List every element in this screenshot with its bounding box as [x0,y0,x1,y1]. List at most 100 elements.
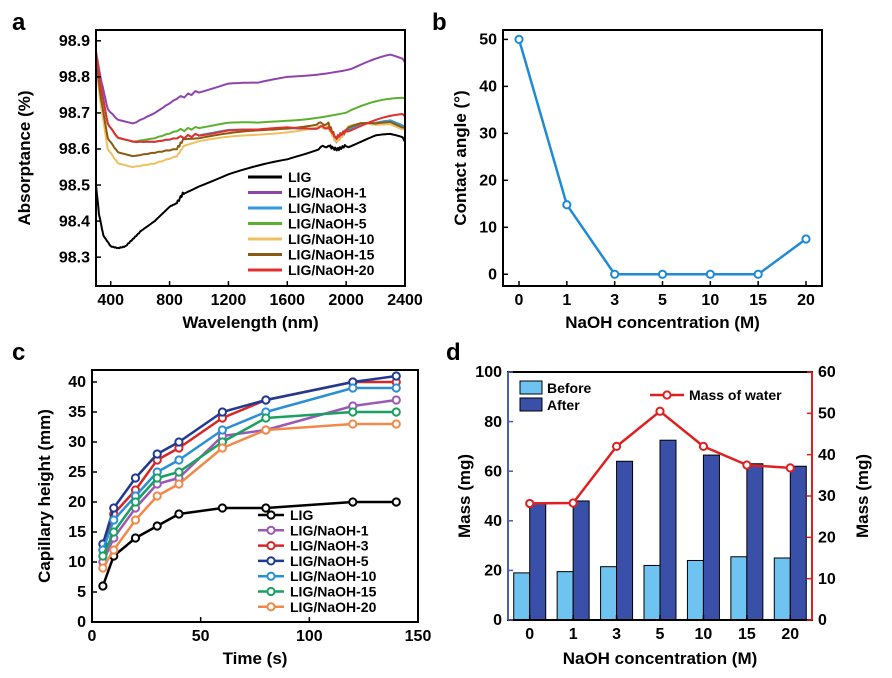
x-tick-label: 20 [781,626,799,643]
panel-label-b: b [432,9,447,36]
data-point [152,521,162,531]
y-tick-label: 30 [479,126,497,143]
data-point [391,371,401,381]
y-tick-label: 20 [484,563,502,580]
data-point [109,545,119,555]
x-tick-label: 2400 [387,292,423,309]
x-tick-label: 3 [610,292,619,309]
x-tick-label: 3 [612,626,621,643]
data-point [391,497,401,507]
bar-before [643,564,661,621]
x-axis-title: NaOH concentration (M) [563,649,758,668]
x-tick-label: 50 [192,628,210,645]
y-tick-label: 100 [475,364,502,381]
x-tick-label: 400 [97,292,124,309]
y-tick-label: 10 [68,554,86,571]
data-point [98,563,108,573]
series-line [517,39,807,276]
y-tick-label: 35 [68,404,86,421]
y-tick-label: 50 [479,32,497,49]
data-point [152,473,162,483]
data-point [109,515,119,525]
legend-marker [266,556,276,566]
data-point [391,407,401,417]
x-tick-label: 2000 [328,292,364,309]
data-point [348,497,358,507]
legend-marker [266,602,276,612]
x-tick-label: 1 [562,292,571,309]
panel-label-c: c [12,339,25,366]
y-axis-title: Contact angle (°) [451,90,470,225]
data-point [130,515,141,525]
panel-b-chart: 0 1 3 5 10 15 20 0 10 20 30 40 50 NaOH concentration … [451,29,823,332]
data-point [705,269,715,279]
legend-marker [266,525,276,535]
y-tick-label: 98.4 [59,213,90,230]
data-point [130,497,141,507]
panel-a-chart: 400 800 1200 1600 2000 2400 98.3 98.4 98.5 98.6 98… [15,29,423,332]
data-point [130,473,141,483]
y-axis-title: Capillary height (mm) [35,409,54,583]
bar-before [773,557,791,621]
data-point [785,463,795,473]
x-tick-label: 800 [156,292,183,309]
legend-label: LIG/NaOH-5 [290,553,369,569]
legend-label: Mass of water [689,387,782,403]
data-point [261,413,271,423]
bar-after [616,460,634,621]
plot-frame-c [91,369,419,623]
y-tick-label: 20 [479,173,497,190]
data-point [217,407,227,417]
legend-label: LIG/NaOH-15 [290,584,377,600]
series-line [95,51,406,144]
plot-frame-a [95,29,406,287]
legend-label: LIG/NaOH-5 [288,216,367,232]
legend-label: LIG/NaOH-10 [288,231,375,247]
data-point [152,491,162,501]
y-axis-title: Mass (mg) [455,454,474,538]
y-tick-label: 98.9 [59,33,90,50]
y-tick-label: 30 [818,488,836,505]
data-point [217,443,227,453]
data-point [655,406,665,416]
data-point [753,269,763,279]
x-tick-label: 1 [569,626,578,643]
legend-swatch [519,397,543,412]
x-tick-label: 10 [695,626,713,643]
data-point [217,503,227,513]
legend-label: LIG/NaOH-10 [290,568,377,584]
legend-label: LIG [290,507,313,523]
y-tick-label: 15 [68,524,86,541]
data-point [130,533,141,543]
x-tick-label: 150 [405,628,432,645]
y-tick-label: 60 [818,364,836,381]
x-tick-label: 100 [296,628,323,645]
y-tick-label: 10 [818,571,836,588]
data-point [348,383,358,393]
bar-after [789,465,807,621]
y-tick-label: 0 [493,612,502,629]
x-tick-label: 15 [738,626,756,643]
data-point [391,395,401,405]
legend-label: LIG/NaOH-1 [288,185,367,201]
x-tick-label: 10 [701,292,719,309]
y-tick-label: 50 [818,406,836,423]
y-tick-label: 98.5 [59,177,90,194]
data-point [174,455,184,465]
data-point [391,383,401,393]
y-tick-label: 30 [68,434,86,451]
data-point [698,441,709,451]
y-axis-title: Absorptance (%) [15,90,34,225]
data-point [568,498,578,508]
x-tick-label: 1600 [269,292,305,309]
y-tick-label: 40 [68,374,86,391]
data-point [217,425,227,435]
x-tick-label: 0 [525,626,534,643]
bar-before [513,572,531,621]
bar-after [746,463,764,621]
data-point [174,467,184,477]
bar-before [686,559,704,621]
data-point [525,498,535,509]
legend-marker [266,571,276,581]
plot-frame-b [502,29,823,287]
